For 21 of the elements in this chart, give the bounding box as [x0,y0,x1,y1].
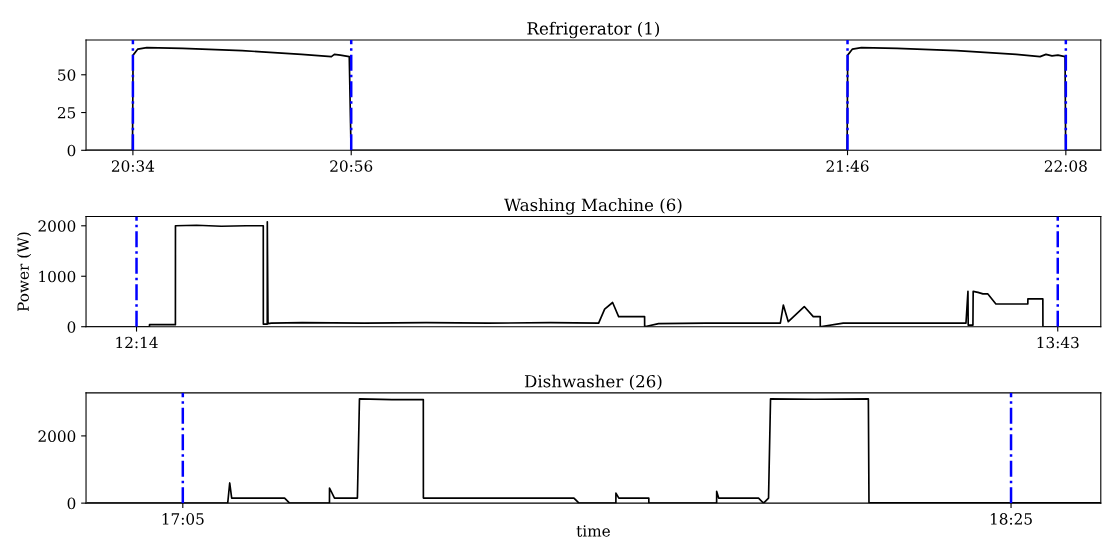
x-tick-label: 21:46 [826,160,869,172]
chart-title: Refrigerator (1) [527,21,660,39]
x-tick-label: 20:34 [111,160,155,172]
y-tick-label: 2000 [38,430,76,442]
y-tick-label: 25 [57,107,76,119]
x-tick-label: 18:25 [990,513,1032,525]
chart-title: Dishwasher (26) [524,374,662,390]
y-tick-label: 1000 [39,270,76,283]
y-tick-label: 50 [58,69,76,81]
x-tick-label: 13:43 [1037,336,1079,349]
y-axis-title: Power (W) [17,232,32,312]
x-tick-label: 22:08 [1044,160,1087,172]
y-tick-label: 0 [67,321,76,333]
y-tick-label: 0 [67,144,76,157]
x-tick-label: 17:05 [162,513,204,525]
x-tick-label: 20:56 [330,160,373,172]
y-tick-label: 0 [67,497,76,510]
x-axis-title: time [576,525,610,537]
y-tick-label: 2000 [38,220,76,232]
chart-title: Washing Machine (6) [504,198,682,215]
x-tick-label: 12:14 [116,336,158,349]
